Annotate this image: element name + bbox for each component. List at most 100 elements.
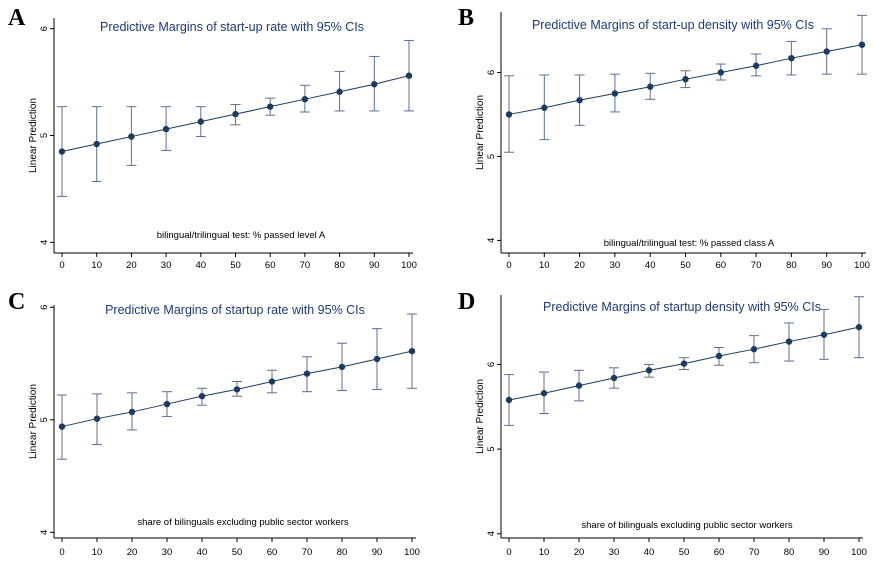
x-tick-label: 70 — [302, 547, 313, 558]
prediction-point — [162, 125, 170, 133]
x-tick-label: 100 — [851, 547, 867, 558]
y-axis-title: Linear Prediction — [475, 379, 486, 454]
x-tick-label: 50 — [232, 547, 243, 558]
x-tick-label: 90 — [819, 547, 830, 558]
prediction-point — [301, 95, 309, 103]
prediction-point — [128, 133, 135, 140]
x-tick-label: 0 — [506, 260, 511, 271]
panel-b-letter: B — [458, 5, 474, 31]
y-tick-label: 6 — [486, 70, 497, 75]
prediction-point — [680, 360, 688, 367]
prediction-point — [540, 390, 548, 397]
y-tick-label: 4 — [486, 531, 497, 536]
x-tick-label: 50 — [680, 260, 691, 271]
x-tick-label: 10 — [539, 547, 550, 558]
y-tick-label: 4 — [39, 240, 50, 245]
x-tick-label: 0 — [506, 547, 511, 558]
prediction-point — [93, 415, 101, 422]
x-tick-label: 40 — [645, 260, 656, 271]
x-tick-label: 40 — [197, 547, 208, 558]
panel-a: A Predictive Margins of start-up rate wi… — [8, 5, 417, 271]
prediction-point — [645, 367, 653, 374]
prediction-point — [715, 352, 723, 360]
prediction-point — [371, 81, 378, 88]
y-tick-label: 6 — [39, 305, 50, 310]
x-axis-title: bilingual/trilingual test: % passed leve… — [157, 230, 326, 241]
panel-a-title: Predictive Margins of start-up rate with… — [100, 20, 364, 34]
y-tick-label: 6 — [486, 362, 497, 367]
y-tick-label: 5 — [486, 446, 497, 451]
prediction-point — [408, 347, 416, 355]
panel-b-title: Predictive Margins of start-up density w… — [532, 18, 814, 32]
x-tick-label: 90 — [821, 260, 832, 271]
x-tick-label: 20 — [126, 260, 137, 271]
x-tick-label: 70 — [300, 260, 311, 271]
prediction-point — [233, 386, 241, 393]
x-tick-label: 70 — [749, 547, 760, 558]
panel-b: B Predictive Margins of start-up density… — [458, 5, 870, 271]
x-tick-label: 50 — [679, 547, 690, 558]
y-tick-label: 5 — [39, 417, 50, 422]
x-tick-label: 100 — [404, 547, 420, 558]
x-tick-label: 60 — [716, 260, 727, 271]
x-tick-label: 80 — [334, 260, 345, 271]
x-tick-label: 80 — [337, 547, 348, 558]
x-tick-label: 90 — [372, 547, 383, 558]
prediction-point — [752, 62, 760, 69]
x-tick-label: 80 — [786, 260, 797, 271]
prediction-point — [505, 396, 513, 404]
prediction-point — [785, 338, 793, 345]
panel-c-letter: C — [8, 289, 25, 315]
prediction-point — [58, 423, 66, 430]
x-tick-label: 40 — [644, 547, 655, 558]
prediction-point — [855, 323, 863, 331]
y-tick-label: 4 — [486, 238, 497, 243]
x-tick-label: 20 — [574, 260, 585, 271]
y-tick-label: 6 — [39, 26, 50, 31]
prediction-point — [505, 111, 513, 118]
prediction-point — [647, 83, 654, 90]
x-tick-label: 30 — [610, 260, 621, 271]
x-tick-label: 80 — [784, 547, 795, 558]
prediction-point — [197, 118, 204, 125]
x-tick-label: 30 — [609, 547, 620, 558]
prediction-point — [820, 331, 828, 338]
y-axis-title: Linear Prediction — [28, 384, 39, 459]
x-tick-label: 10 — [91, 260, 102, 271]
prediction-point — [405, 72, 413, 79]
x-tick-label: 70 — [751, 260, 762, 271]
prediction-point — [611, 90, 619, 97]
prediction-point — [575, 382, 583, 389]
prediction-point — [682, 75, 689, 83]
x-tick-label: 60 — [267, 547, 278, 558]
x-tick-label: 30 — [162, 547, 173, 558]
prediction-point — [198, 392, 206, 400]
prediction-point — [750, 345, 758, 353]
prediction-point — [93, 140, 100, 148]
x-axis-title: share of bilinguals excluding public sec… — [137, 517, 348, 528]
x-tick-label: 0 — [59, 260, 64, 271]
x-axis-title: bilingual/trilingual test: % passed clas… — [604, 238, 775, 249]
prediction-point — [268, 378, 276, 385]
prediction-point — [128, 408, 136, 416]
y-axis-title: Linear Prediction — [475, 95, 486, 170]
prediction-point — [788, 54, 795, 62]
y-tick-label: 4 — [39, 530, 50, 535]
prediction-point — [267, 103, 274, 110]
x-tick-label: 10 — [92, 547, 103, 558]
x-tick-label: 40 — [196, 260, 207, 271]
prediction-point — [338, 363, 346, 371]
x-tick-label: 90 — [369, 260, 380, 271]
x-tick-label: 100 — [401, 260, 417, 271]
prediction-point — [858, 41, 866, 48]
y-axis-title: Linear Prediction — [28, 98, 39, 173]
panel-c: C Predictive Margins of startup rate wit… — [8, 289, 420, 558]
prediction-point — [58, 148, 66, 155]
x-tick-label: 20 — [127, 547, 138, 558]
x-tick-label: 30 — [161, 260, 172, 271]
